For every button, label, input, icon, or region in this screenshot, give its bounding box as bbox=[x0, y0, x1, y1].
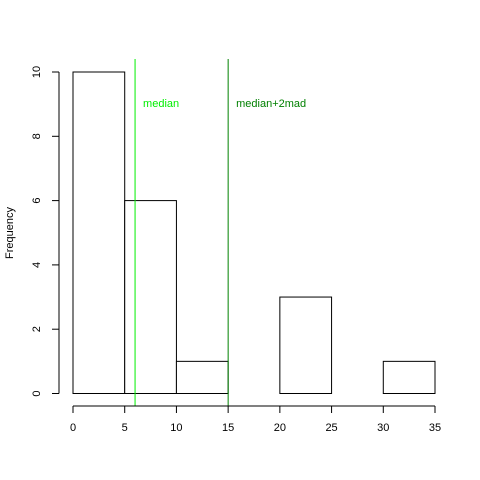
x-tick-label: 5 bbox=[122, 422, 128, 434]
x-tick-label: 30 bbox=[377, 422, 389, 434]
histogram-bar-1 bbox=[124, 200, 177, 394]
x-tick-label: 25 bbox=[325, 422, 337, 434]
x-tick-label: 15 bbox=[222, 422, 234, 434]
vline-label-median: median bbox=[143, 98, 179, 110]
y-tick-label: 4 bbox=[31, 262, 43, 268]
y-axis: 0 2 4 6 8 10 bbox=[31, 66, 60, 397]
vline-label-median-plus-2mad: median+2mad bbox=[236, 98, 306, 110]
x-tick-label: 35 bbox=[429, 422, 441, 434]
y-tick-label: 2 bbox=[31, 326, 43, 332]
histogram-bars bbox=[72, 71, 436, 395]
histogram-bar-6 bbox=[382, 360, 436, 395]
reference-lines: median median+2mad bbox=[134, 59, 306, 406]
y-tick-label: 8 bbox=[31, 133, 43, 139]
x-tick-label: 10 bbox=[170, 422, 182, 434]
histogram-bar-0 bbox=[72, 71, 126, 394]
histogram-bar-4 bbox=[279, 296, 333, 394]
y-tick-label: 0 bbox=[31, 390, 43, 396]
x-tick-label: 20 bbox=[274, 422, 286, 434]
x-axis: 0 5 10 15 20 25 30 35 bbox=[70, 405, 441, 434]
y-tick-label: 10 bbox=[31, 66, 43, 78]
y-axis-label: Frequency bbox=[4, 207, 16, 259]
x-tick-label: 0 bbox=[70, 422, 76, 434]
histogram-bar-2 bbox=[175, 360, 229, 395]
y-tick-label: 6 bbox=[31, 198, 43, 204]
